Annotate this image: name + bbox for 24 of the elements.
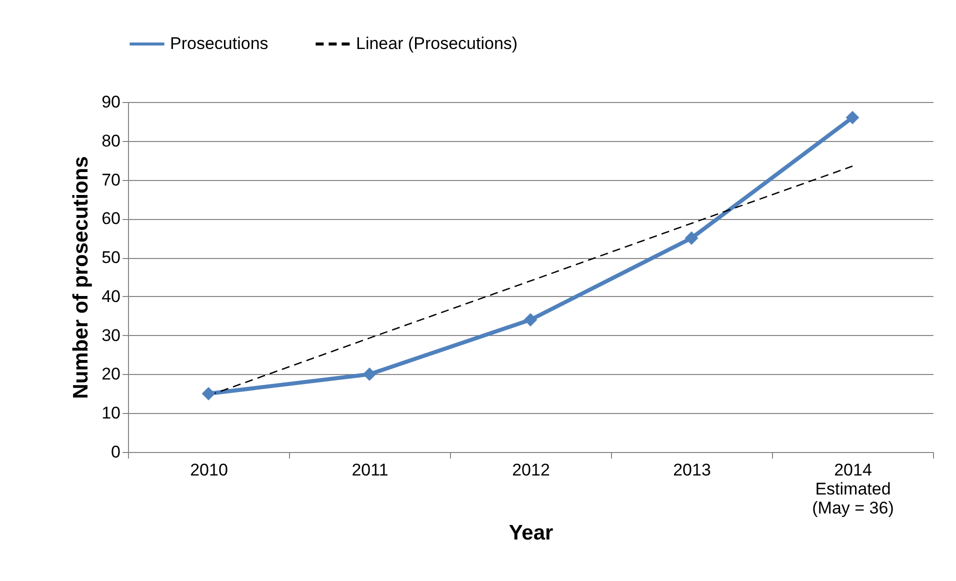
y-tick-label: 0 — [111, 442, 120, 462]
y-tick-label: 20 — [102, 364, 120, 384]
y-axis-title: Number of prosecutions — [70, 156, 93, 399]
x-tick-label: 2013 — [673, 460, 711, 480]
legend-label: Prosecutions — [170, 34, 268, 53]
y-tick-label: 40 — [102, 286, 120, 306]
y-tick-label: 60 — [102, 209, 120, 228]
x-axis-title: Year — [508, 522, 554, 544]
point — [202, 386, 216, 400]
point — [362, 368, 376, 381]
y-tick-label: 50 — [102, 248, 120, 268]
y-tick-label: 80 — [102, 131, 120, 150]
y-tick-label: 90 — [102, 92, 120, 112]
point — [846, 110, 860, 124]
point — [524, 313, 538, 326]
point — [684, 231, 698, 245]
y-tick-label: 30 — [102, 326, 120, 345]
x-tick-label: 2011 — [352, 460, 388, 480]
y-tick-label: 70 — [102, 170, 120, 190]
legend-label: Linear (Prosecutions) — [356, 34, 518, 53]
y-tick-label: 10 — [102, 404, 120, 423]
x-tick-label: 2014 Estimated (May = 36) — [812, 460, 894, 518]
x-tick-label: 2010 — [190, 460, 228, 480]
x-tick-label: 2012 — [512, 460, 550, 480]
